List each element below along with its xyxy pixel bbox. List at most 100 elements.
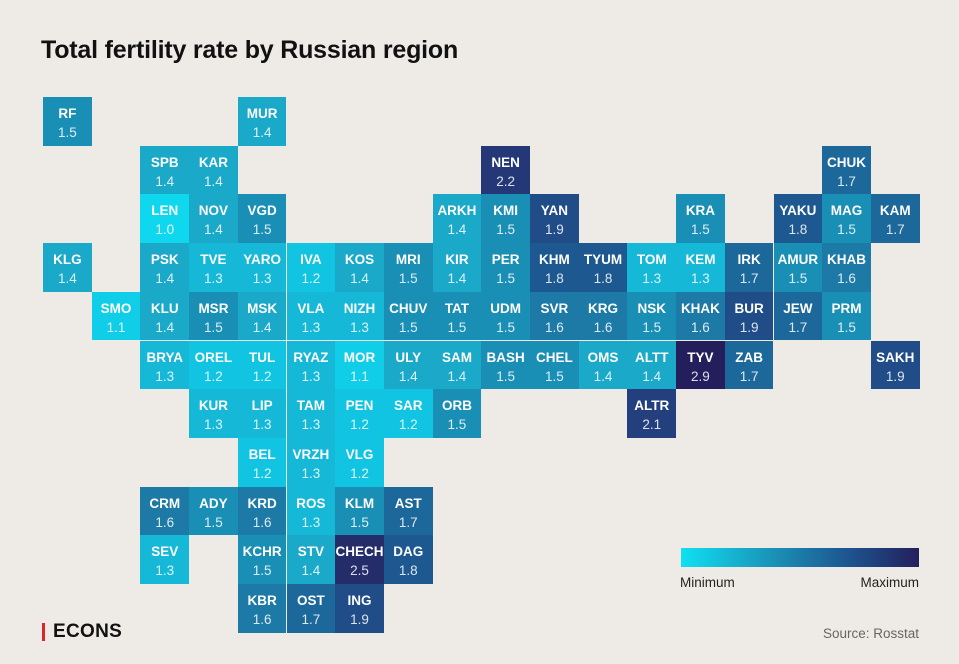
region-tile-per: PER 1.5 xyxy=(481,243,530,292)
region-value: 1.8 xyxy=(544,271,564,287)
region-code: KAR xyxy=(198,154,229,170)
region-code: MOR xyxy=(343,349,376,365)
region-value: 1.4 xyxy=(155,173,175,189)
region-tile-krg: KRG 1.6 xyxy=(578,291,628,341)
region-value: 1.5 xyxy=(496,319,516,335)
region-value: 1.7 xyxy=(739,368,759,384)
region-tile-psk: PSK 1.4 xyxy=(140,243,190,292)
region-value: 1.5 xyxy=(837,319,856,335)
region-code: BASH xyxy=(486,349,525,365)
legend-min-label: Minimum xyxy=(680,575,735,590)
region-value: 1.3 xyxy=(642,271,662,287)
region-tile-chel: CHEL 1.5 xyxy=(530,340,579,390)
region-value: 1.3 xyxy=(204,417,223,433)
region-value: 1.4 xyxy=(447,271,467,287)
region-value: 1.4 xyxy=(57,271,77,287)
region-tile-sakh: SAKH 1.9 xyxy=(870,340,920,390)
region-code: NEN xyxy=(491,154,520,170)
region-code: CHUK xyxy=(827,154,867,170)
region-value: 1.5 xyxy=(447,319,467,335)
region-tile-kmi: KMI 1.5 xyxy=(481,194,530,244)
region-tile-iva: IVA 1.2 xyxy=(286,243,336,292)
region-code: UDM xyxy=(490,300,522,316)
region-value: 1.4 xyxy=(447,368,467,384)
region-value: 1.3 xyxy=(252,417,272,433)
region-code: VRZH xyxy=(292,446,330,462)
region-tile-ost: OST 1.7 xyxy=(286,584,336,633)
region-tile-arkh: ARKH 1.4 xyxy=(432,194,482,244)
region-code: SAM xyxy=(441,349,472,365)
region-code: ADY xyxy=(199,495,228,511)
region-tile-smo: SMO 1.1 xyxy=(91,291,141,341)
region-tile-ast: AST 1.7 xyxy=(383,486,433,536)
region-value: 1.3 xyxy=(301,319,321,335)
region-value: 1.3 xyxy=(204,271,223,287)
region-value: 1.7 xyxy=(301,612,321,627)
region-value: 1.5 xyxy=(252,222,272,238)
region-code: KHAK xyxy=(680,300,720,316)
region-tile-dag: DAG 1.8 xyxy=(383,535,433,584)
region-value: 1.6 xyxy=(544,319,564,335)
region-tile-nsk: NSK 1.5 xyxy=(627,291,677,341)
region-value: 1.4 xyxy=(204,173,223,189)
region-tile-kbr: KBR 1.6 xyxy=(237,584,287,633)
region-tile-klg: KLG 1.4 xyxy=(43,243,92,292)
region-value: 1.1 xyxy=(350,368,369,384)
region-value: 1.5 xyxy=(398,271,418,287)
region-tile-jew: JEW 1.7 xyxy=(773,291,823,341)
region-code: MUR xyxy=(246,106,278,121)
region-value: 1.4 xyxy=(204,222,223,238)
region-code: KOS xyxy=(344,252,375,268)
region-value: 1.9 xyxy=(739,319,759,335)
region-value: 1.7 xyxy=(837,173,856,189)
region-value: 1.8 xyxy=(593,271,613,287)
region-tile-nen: NEN 2.2 xyxy=(481,145,530,195)
region-code: CHEL xyxy=(535,349,573,365)
region-value: 1.6 xyxy=(593,319,613,335)
region-code: OMS xyxy=(587,349,619,365)
region-value: 1.5 xyxy=(57,125,77,140)
region-code: MSR xyxy=(198,300,229,316)
region-code: IVA xyxy=(300,252,322,268)
region-value: 1.3 xyxy=(301,465,321,481)
region-code: MRI xyxy=(395,252,421,268)
region-value: 1.7 xyxy=(788,319,808,335)
region-value: 1.6 xyxy=(691,319,710,335)
region-value: 1.5 xyxy=(496,222,516,238)
region-code: KAM xyxy=(879,203,911,219)
region-code: ALTT xyxy=(634,349,669,365)
region-tile-udm: UDM 1.5 xyxy=(481,291,530,341)
region-code: CHECH xyxy=(335,544,384,560)
region-code: MSK xyxy=(247,300,278,316)
region-value: 1.7 xyxy=(398,514,418,530)
region-code: MAG xyxy=(830,203,863,219)
region-value: 1.5 xyxy=(204,514,223,530)
region-code: KRD xyxy=(247,495,277,511)
region-code: BEL xyxy=(248,446,276,462)
region-code: LIP xyxy=(251,398,273,414)
region-value: 1.2 xyxy=(398,417,418,433)
region-code: PEN xyxy=(345,398,374,414)
region-value: 1.1 xyxy=(106,319,126,335)
region-tile-chuk: CHUK 1.7 xyxy=(822,145,871,195)
region-tile-khab: KHAB 1.6 xyxy=(822,243,871,292)
region-code: VGD xyxy=(247,203,277,219)
region-code: PRM xyxy=(831,300,862,316)
region-value: 1.7 xyxy=(739,271,759,287)
region-value: 1.5 xyxy=(788,271,808,287)
region-code: ROS xyxy=(296,495,326,511)
region-value: 2.5 xyxy=(350,563,369,579)
region-tile-mur: MUR 1.4 xyxy=(237,97,287,146)
region-code: ZAB xyxy=(735,349,764,365)
region-code: KIR xyxy=(445,252,469,268)
region-value: 1.7 xyxy=(885,222,905,238)
legend-max-label: Maximum xyxy=(860,575,919,590)
region-tile-mri: MRI 1.5 xyxy=(383,243,433,292)
region-code: VLG xyxy=(345,446,374,462)
region-value: 1.4 xyxy=(252,319,272,335)
region-tile-altt: ALTT 1.4 xyxy=(627,340,677,390)
region-value: 1.4 xyxy=(593,368,613,384)
region-code: TYV xyxy=(687,349,714,365)
region-tile-yaku: YAKU 1.8 xyxy=(773,194,823,244)
region-tile-irk: IRK 1.7 xyxy=(724,243,774,292)
